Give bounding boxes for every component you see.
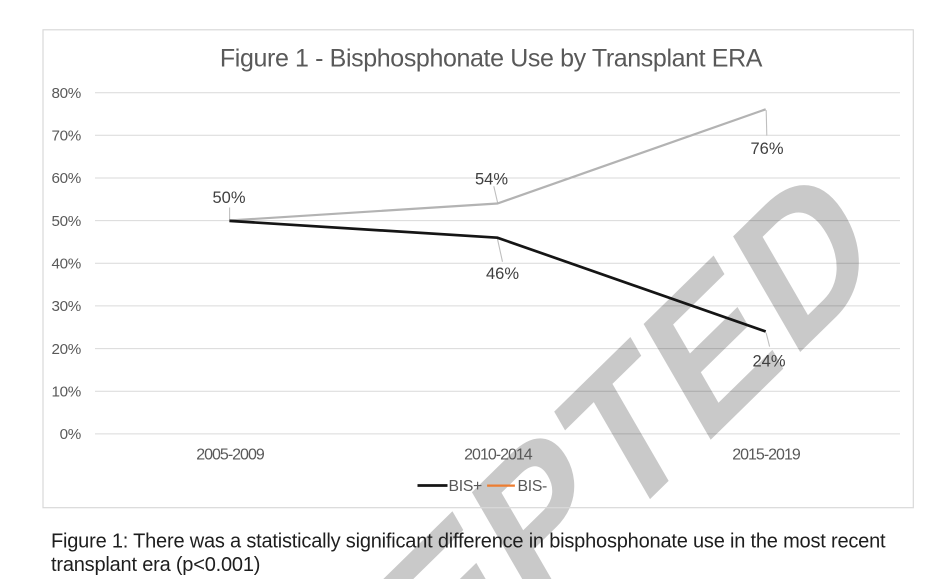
svg-text:50%: 50%	[212, 189, 245, 207]
svg-text:2010-2014: 2010-2014	[464, 447, 533, 464]
svg-text:Figure 1 - Bisphosphonate Use: Figure 1 - Bisphosphonate Use by Transpl…	[220, 44, 763, 72]
svg-text:20%: 20%	[52, 341, 82, 358]
svg-text:76%: 76%	[750, 140, 783, 158]
svg-text:70%: 70%	[52, 128, 82, 145]
svg-text:30%: 30%	[52, 298, 82, 315]
svg-text:BIS+: BIS+	[449, 478, 483, 495]
svg-text:2005-2009: 2005-2009	[196, 447, 265, 464]
svg-text:BIS-: BIS-	[518, 478, 548, 495]
svg-text:24%: 24%	[752, 352, 785, 370]
svg-text:40%: 40%	[52, 256, 82, 273]
svg-text:10%: 10%	[52, 383, 82, 400]
svg-text:80%: 80%	[52, 85, 82, 102]
svg-text:0%: 0%	[60, 426, 81, 443]
svg-text:Figure 1: There was a statisti: Figure 1: There was a statistically sign…	[51, 531, 886, 553]
svg-text:50%: 50%	[52, 213, 82, 230]
svg-text:54%: 54%	[475, 171, 508, 189]
svg-text:2015-2019: 2015-2019	[732, 447, 801, 464]
svg-text:transplant era (p<0.001): transplant era (p<0.001)	[51, 554, 260, 576]
svg-text:60%: 60%	[52, 170, 82, 187]
svg-text:46%: 46%	[486, 265, 519, 283]
